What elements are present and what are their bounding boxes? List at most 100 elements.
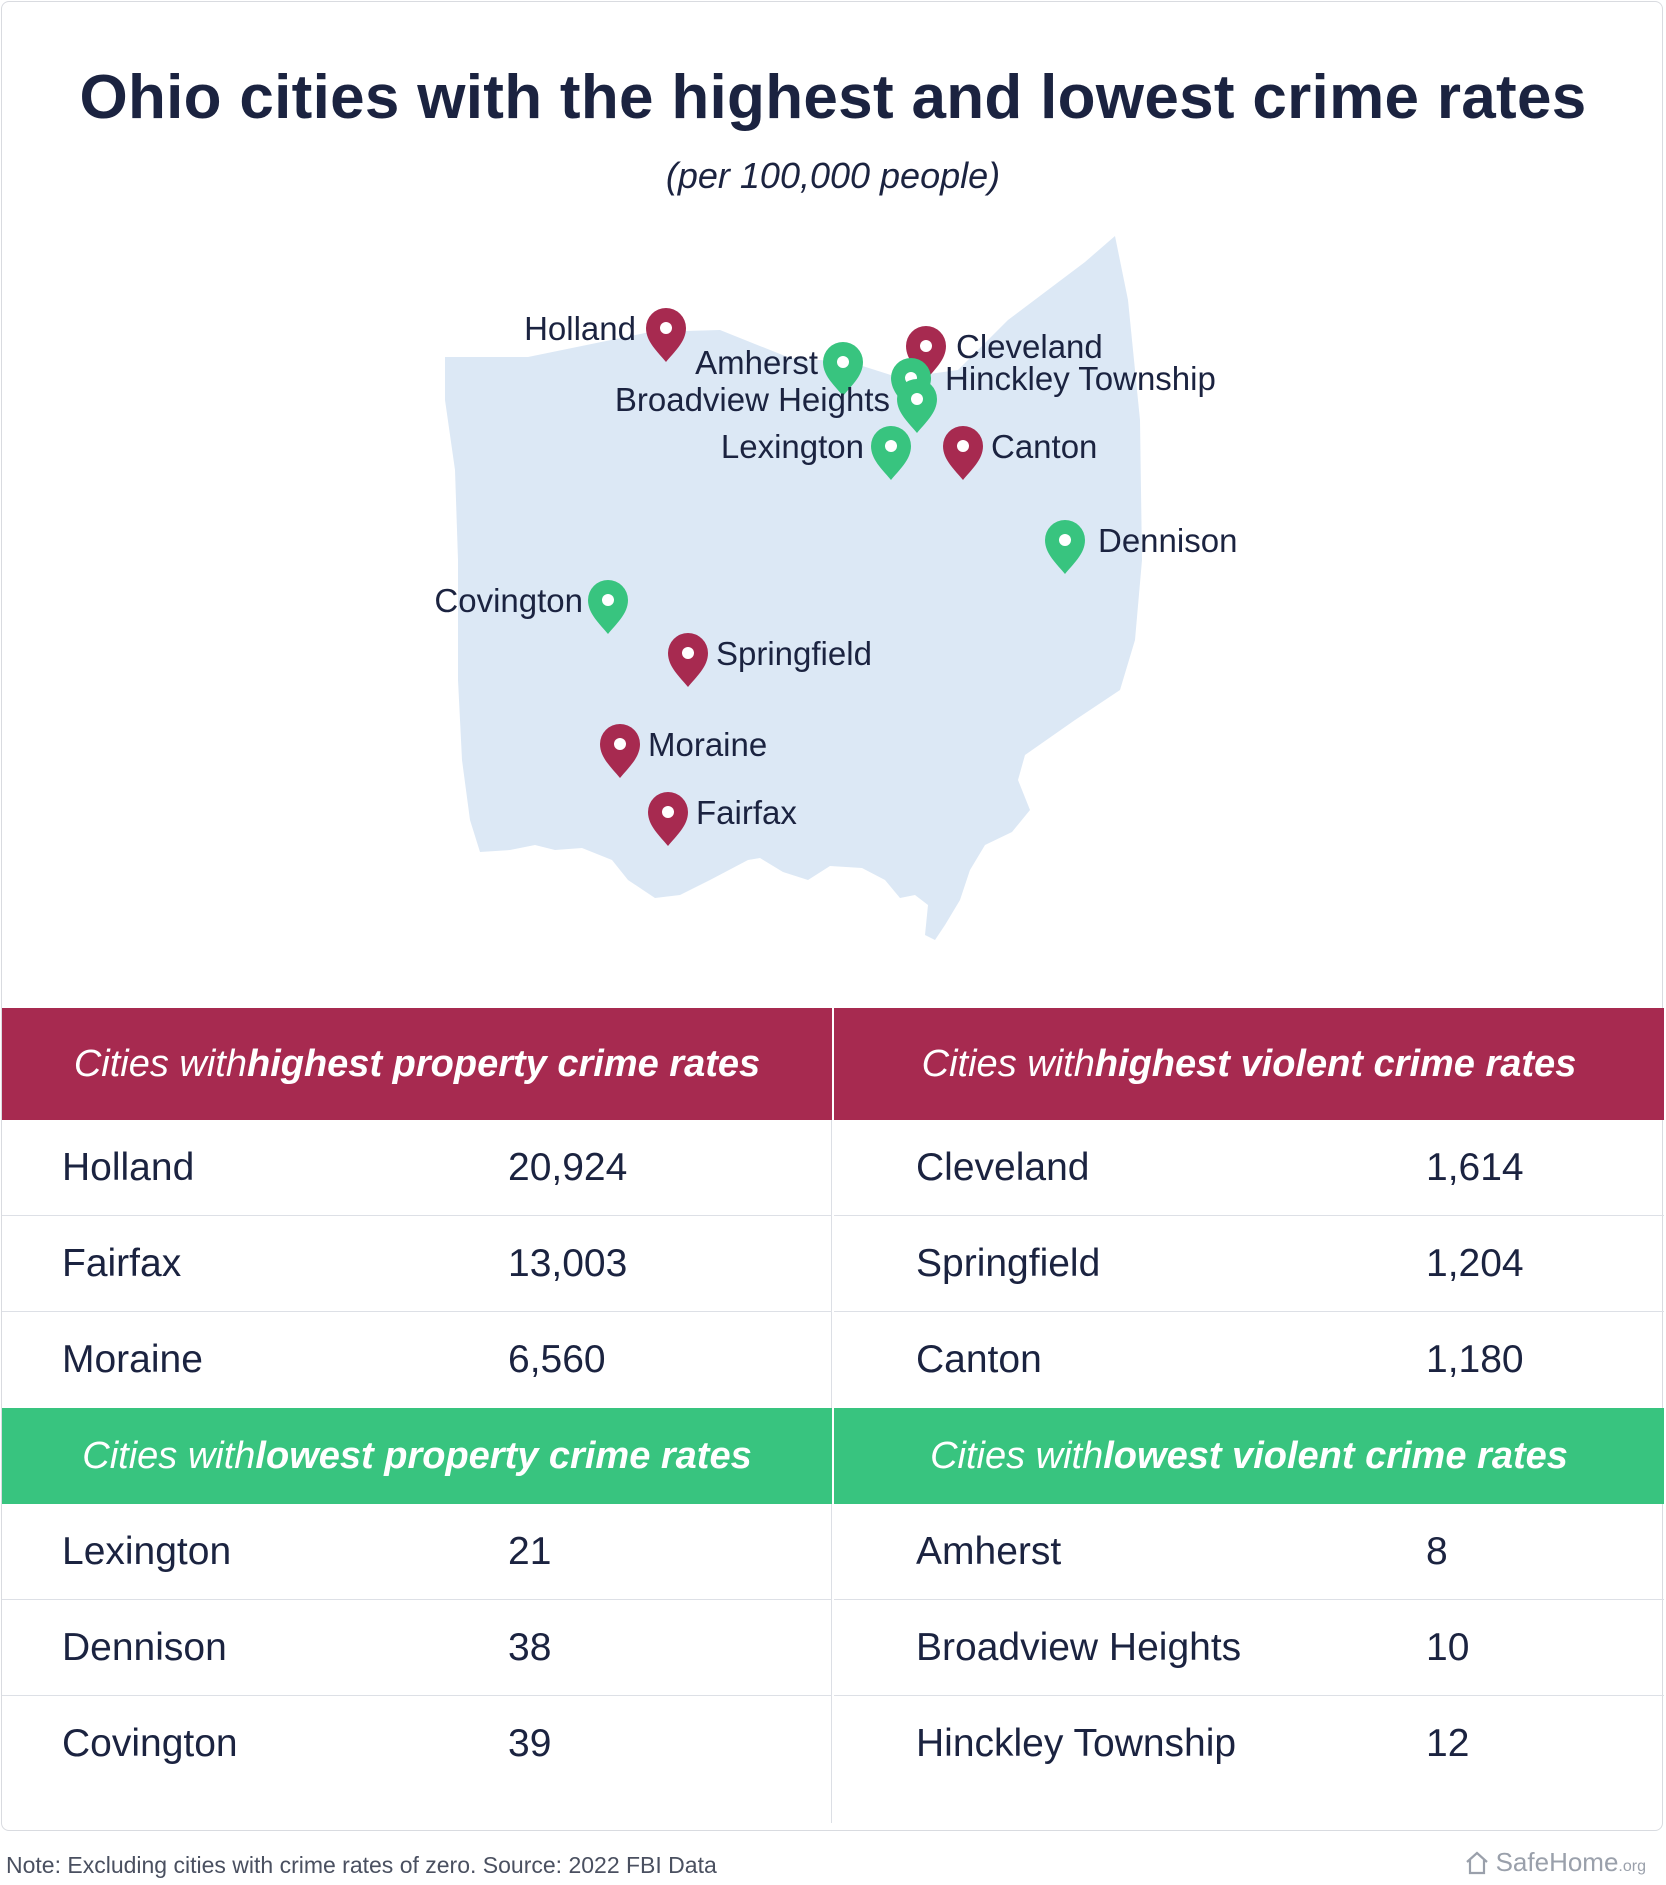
header-emphasis: highest violent crime rates (1094, 1042, 1577, 1085)
header-highest-violent: Cities with highest violent crime rates (834, 1008, 1664, 1120)
crime-rate: 1,614 (1426, 1145, 1524, 1189)
table-lowest-violent: Amherst 8 Broadview Heights 10 Hinckley To… (834, 1504, 1664, 1792)
header-highest-property: Cities with highest property crime rates (2, 1008, 832, 1120)
map-pin-lexington (871, 426, 911, 480)
map-pin-icon (1045, 520, 1085, 574)
map-pin-icon (588, 580, 628, 634)
table-row: Moraine 6,560 (2, 1312, 832, 1408)
table-row: Cleveland 1,614 (834, 1120, 1664, 1216)
page-subtitle: (per 100,000 people) (665, 155, 1001, 196)
table-row: Amherst 8 (834, 1504, 1664, 1600)
table-row: Hinckley Township 12 (834, 1696, 1664, 1792)
map-label-holland: Holland (524, 310, 636, 347)
crime-rate: 6,560 (508, 1338, 606, 1381)
brand-name: SafeHome (1495, 1847, 1619, 1877)
map-pin-dennison (1045, 520, 1085, 574)
city-name: Canton (916, 1338, 1042, 1381)
header-emphasis: lowest violent crime rates (1103, 1434, 1568, 1477)
map-pin-dot (920, 340, 932, 352)
city-name: Hinckley Township (916, 1722, 1237, 1765)
city-name: Moraine (62, 1338, 203, 1381)
crime-rate: 1,180 (1426, 1338, 1524, 1381)
city-name: Holland (62, 1145, 195, 1189)
table-highest-violent: Cleveland 1,614 Springfield 1,204 Canton 1,… (834, 1120, 1664, 1408)
crime-rate: 39 (508, 1722, 552, 1765)
table-row: Fairfax 13,003 (2, 1216, 832, 1312)
map-label-amherst: Amherst (695, 344, 818, 381)
infographic-card (1, 1, 1663, 1831)
map-pin-fairfax (648, 792, 688, 846)
city-name: Amherst (916, 1529, 1062, 1573)
page-title: Ohio cities with the highest and lowest … (79, 63, 1587, 132)
map-pin-dot (885, 440, 897, 452)
map-pin-dot (614, 738, 626, 750)
source-note: Note: Excluding cities with crime rates … (6, 1852, 717, 1878)
map-pin-icon (871, 426, 911, 480)
map-pin-moraine (600, 724, 640, 778)
map-pin-dot (911, 393, 923, 405)
map-pin-dot (1059, 534, 1071, 546)
map-pin-icon (648, 792, 688, 846)
map-pin-icon (668, 633, 708, 687)
table-row: Dennison 38 (2, 1600, 832, 1696)
brand-logo: SafeHome.org (1464, 1847, 1646, 1878)
header-lowest-violent: Cities with lowest violent crime rates (834, 1408, 1664, 1504)
header-prefix: Cities with (930, 1434, 1104, 1477)
map-pin-dot (682, 647, 694, 659)
table-row: Holland 20,924 (2, 1120, 832, 1216)
table-row: Covington 39 (2, 1696, 832, 1792)
city-name: Broadview Heights (916, 1625, 1242, 1669)
map-pin-springfield (668, 633, 708, 687)
crime-rate: 1,204 (1426, 1241, 1524, 1285)
map-label-covington: Covington (434, 582, 583, 619)
map-pin-canton (943, 426, 983, 480)
header-emphasis: highest property crime rates (246, 1042, 761, 1085)
map-label-dennison: Dennison (1098, 522, 1237, 559)
city-name: Lexington (62, 1529, 232, 1573)
table-row: Canton 1,180 (834, 1312, 1664, 1408)
city-name: Covington (62, 1722, 238, 1765)
map-pin-dot (660, 322, 672, 334)
crime-rate: 38 (508, 1625, 552, 1669)
header-prefix: Cities with (82, 1434, 256, 1477)
map-pin-icon (600, 724, 640, 778)
map-label-broadview-heights: Broadview Heights (615, 381, 890, 418)
map-pin-dot (662, 806, 674, 818)
crime-rate: 13,003 (508, 1241, 628, 1285)
map-label-lexington: Lexington (721, 428, 864, 465)
map-pin-dot (602, 594, 614, 606)
header-emphasis: lowest property crime rates (255, 1434, 752, 1477)
map-pin-dot (837, 356, 849, 368)
crime-rate: 8 (1426, 1529, 1448, 1573)
map-label-fairfax: Fairfax (696, 794, 797, 831)
map-pin-amherst (823, 342, 863, 396)
crime-rate: 10 (1426, 1625, 1470, 1669)
table-highest-property: Holland 20,924 Fairfax 13,003 Moraine 6,560 (2, 1120, 832, 1408)
map-label-cleveland: Cleveland (956, 328, 1103, 365)
crime-rate: 20,924 (508, 1145, 628, 1189)
map-label-canton: Canton (991, 428, 1097, 465)
city-name: Fairfax (62, 1241, 182, 1285)
map-pin-dot (957, 440, 969, 452)
table-row: Springfield 1,204 (834, 1216, 1664, 1312)
left-column: Cities with highest property crime rates… (2, 1008, 832, 1792)
table-lowest-property: Lexington 21 Dennison 38 Covington 39 (2, 1504, 832, 1792)
header-prefix: Cities with (73, 1042, 247, 1085)
house-icon (1465, 1851, 1488, 1874)
crime-rate: 21 (508, 1529, 552, 1573)
brand-suffix: .org (1618, 1858, 1646, 1875)
table-row: Lexington 21 (2, 1504, 832, 1600)
map-pin-icon (646, 308, 686, 362)
map-pin-holland (646, 308, 686, 362)
city-name: Springfield (916, 1241, 1101, 1285)
table-row: Broadview Heights 10 (834, 1600, 1664, 1696)
map-pin-icon (897, 379, 937, 433)
map-pin-broadview-heights (897, 379, 937, 433)
map-pin-covington (588, 580, 628, 634)
map-label-hinckley-township: Hinckley Township (945, 360, 1216, 397)
map-pin-icon (823, 342, 863, 396)
map-pin-icon (943, 426, 983, 480)
map-label-springfield: Springfield (716, 635, 872, 672)
